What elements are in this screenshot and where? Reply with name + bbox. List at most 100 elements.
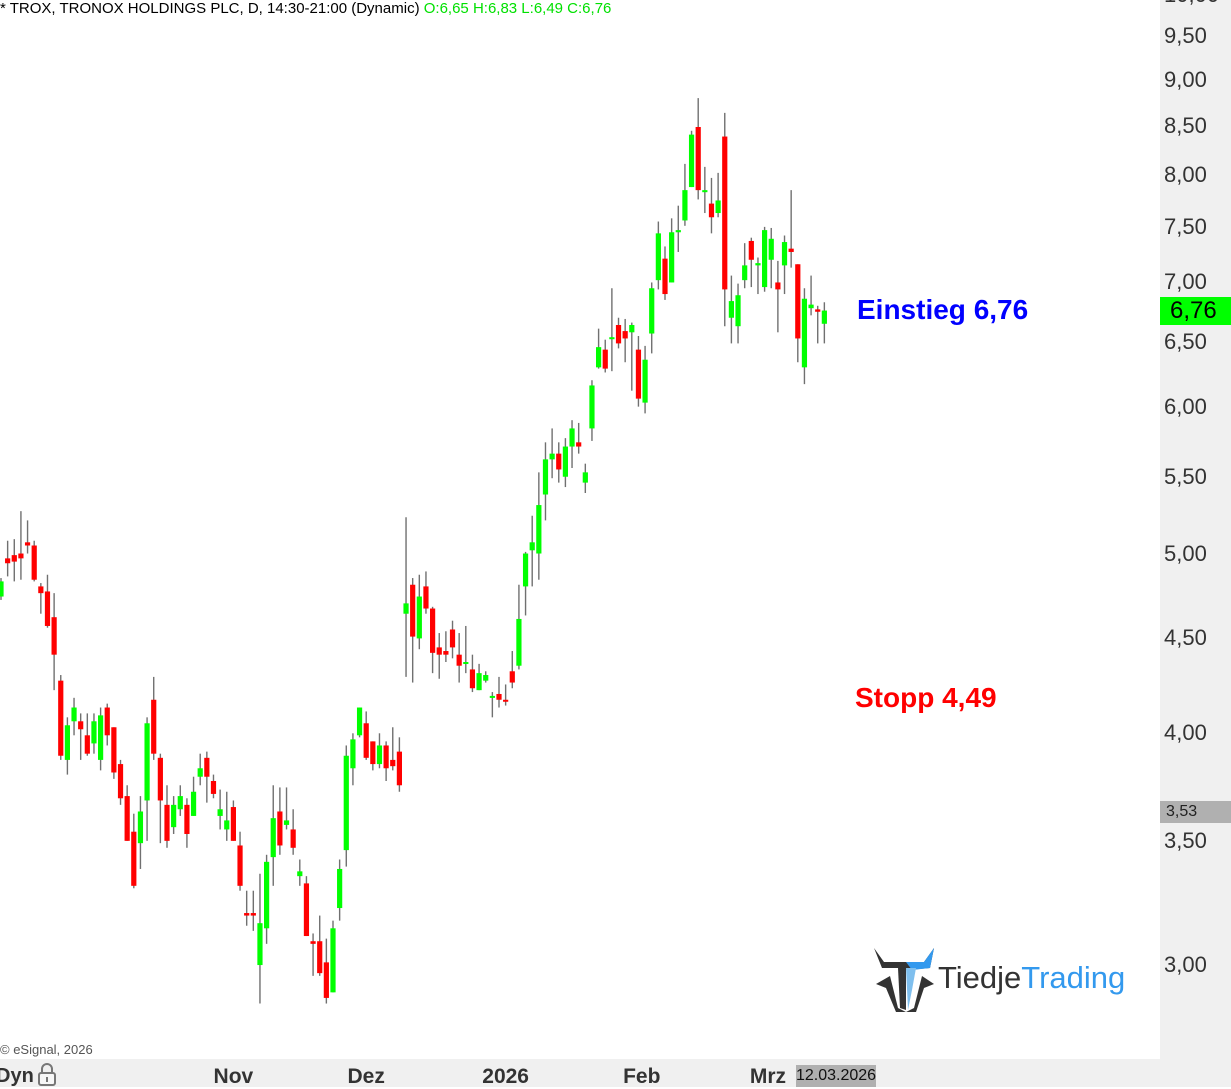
candle-body-up (144, 723, 150, 801)
candle-body-down (151, 699, 157, 754)
candle (44, 574, 51, 628)
candle (290, 809, 296, 855)
candle (649, 282, 655, 354)
candle (489, 692, 495, 718)
candle (728, 275, 734, 344)
y-tick-label: 5,00 (1164, 540, 1207, 566)
candle-body-down (323, 962, 329, 998)
candle (403, 517, 409, 677)
candle-body-down (469, 669, 476, 689)
candle (104, 703, 110, 746)
candle (708, 177, 715, 234)
logo-text-trading: Trading (1021, 960, 1126, 995)
candle-body-down (117, 764, 124, 799)
candle-body-down (310, 941, 316, 944)
candle-body-up (649, 288, 655, 334)
cursor-date-label: 12.03.2026 (796, 1065, 876, 1087)
candle-body-down (449, 629, 456, 648)
candle-body-down (383, 745, 389, 769)
candle (283, 787, 290, 830)
candle (303, 876, 310, 937)
y-tick-label: 5,50 (1164, 463, 1207, 489)
candle (622, 318, 628, 363)
candle-body-down (111, 727, 117, 773)
candle (629, 322, 635, 391)
candle (390, 727, 396, 771)
candle-body-down (124, 796, 130, 841)
candle (410, 578, 416, 683)
candle (735, 283, 741, 344)
y-tick-label: 8,50 (1164, 113, 1207, 139)
candle (549, 428, 555, 479)
candle-body-up (781, 242, 788, 266)
candle-body-up (197, 768, 203, 777)
y-tick-label: 10,00 (1164, 0, 1219, 7)
candle-body-up (64, 725, 70, 760)
candle-body-down (104, 707, 110, 736)
candle-body-up (489, 695, 495, 698)
candle-body-up (71, 707, 77, 722)
candle (396, 737, 402, 792)
candle (184, 798, 190, 848)
candle (237, 831, 243, 891)
lock-icon[interactable] (37, 1062, 57, 1086)
candle (264, 854, 270, 944)
candle (576, 422, 582, 454)
candle-body-down (244, 913, 250, 916)
candle-body-down (788, 248, 794, 252)
candle-body-up (297, 871, 303, 877)
price-axis[interactable]: 10,00 9,50 9,00 8,50 8,00 7,50 7,00 6,50 6,00 5,5… (1160, 0, 1231, 1087)
candle-body-down (556, 453, 562, 470)
candle-body-up (376, 745, 383, 765)
candle-body-down (430, 608, 436, 653)
entry-annotation: Einstieg 6,76 (857, 294, 1029, 325)
candle (815, 305, 821, 344)
candle (536, 472, 542, 580)
candle-body-down (602, 349, 608, 369)
candle-body-up (589, 385, 595, 429)
y-tick-label: 7,50 (1164, 213, 1207, 239)
candle-body-up (270, 818, 276, 858)
candle-body-down (815, 309, 821, 312)
candle-body-down (695, 126, 701, 191)
candle-body-down (615, 324, 622, 344)
y-tick-label: 4,50 (1164, 625, 1207, 651)
candle (24, 520, 31, 554)
candle (702, 166, 708, 214)
candle (596, 328, 602, 369)
candle (795, 264, 801, 363)
candle-body-up (755, 263, 761, 266)
candle (722, 112, 728, 327)
candle (509, 651, 515, 689)
candle (297, 859, 303, 886)
candle-body-down (303, 883, 310, 937)
candle (171, 796, 177, 834)
x-tick-label: Dez (347, 1065, 385, 1088)
candle (682, 163, 688, 226)
candle-body-up (735, 295, 741, 327)
candle (821, 302, 827, 344)
candle (609, 288, 615, 372)
candle (755, 257, 761, 295)
candle (5, 540, 11, 577)
candle (522, 551, 529, 616)
candle (117, 759, 124, 805)
candle (98, 707, 104, 771)
chart-plot-area[interactable]: * TROX, TRONOX HOLDINGS PLC, D, 14:30-21… (0, 0, 1160, 1059)
candle-body-down (390, 759, 396, 767)
candle (323, 938, 329, 1004)
candle (476, 663, 482, 691)
candle-body-up (171, 804, 177, 828)
time-axis[interactable]: Dyn Nov Dez 2026 Feb Mrz 12.03.2026 (0, 1059, 1160, 1088)
candle-body-down (775, 282, 781, 290)
candle-body-up (801, 298, 808, 368)
candle (715, 172, 721, 218)
candle-body-up (562, 446, 568, 477)
candle (556, 442, 562, 483)
copyright-text: © eSignal, 2026 (0, 1042, 93, 1057)
dynamic-mode-label[interactable]: Dyn (0, 1065, 34, 1087)
chart-header: * TROX, TRONOX HOLDINGS PLC, D, 14:30-21… (0, 0, 611, 17)
candle (695, 98, 701, 200)
candle-body-up (669, 232, 675, 283)
candle-body-down (317, 941, 323, 974)
